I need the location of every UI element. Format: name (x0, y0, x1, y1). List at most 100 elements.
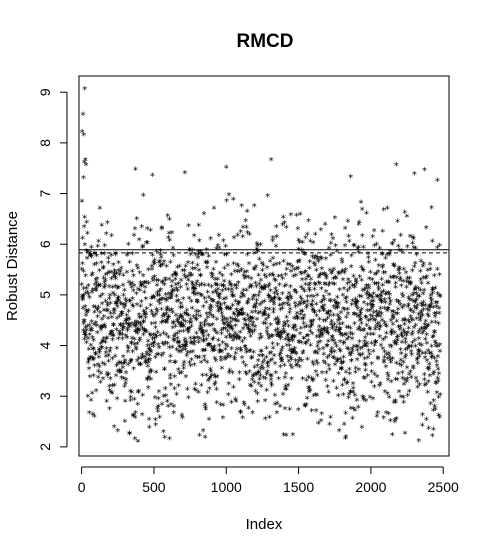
data-point: * (152, 260, 157, 271)
data-point: * (284, 341, 289, 352)
data-point: * (83, 331, 88, 342)
data-point: * (402, 316, 407, 327)
data-point: * (436, 394, 441, 405)
data-point: * (147, 345, 152, 356)
data-point: * (161, 329, 166, 340)
data-point: * (103, 349, 108, 360)
data-point: * (164, 317, 169, 328)
data-point: * (349, 301, 354, 312)
data-point: * (121, 324, 126, 335)
data-point: * (188, 272, 193, 283)
data-point: * (184, 281, 189, 292)
data-point: * (358, 345, 363, 356)
data-point: * (409, 331, 414, 342)
data-point: * (306, 374, 311, 385)
data-point: * (241, 223, 246, 234)
data-point: * (165, 340, 170, 351)
data-point: * (101, 265, 106, 276)
data-point: * (81, 320, 86, 331)
data-point: * (428, 303, 433, 314)
data-point: * (365, 307, 370, 318)
data-point: * (175, 263, 180, 274)
data-point: * (134, 345, 139, 356)
data-point: * (152, 256, 157, 267)
data-point: * (213, 373, 218, 384)
data-point: * (388, 417, 393, 428)
data-point: * (290, 337, 295, 348)
data-point: * (284, 223, 289, 234)
data-point: * (404, 278, 409, 289)
data-point: * (277, 352, 282, 363)
data-point: * (248, 347, 253, 358)
data-point: * (309, 322, 314, 333)
data-point: * (144, 239, 149, 250)
data-point: * (128, 393, 133, 404)
data-point: * (379, 289, 384, 300)
data-point: * (423, 350, 428, 361)
data-point: * (179, 320, 184, 331)
data-point: * (256, 357, 261, 368)
data-point: * (212, 372, 217, 383)
data-point: * (386, 289, 391, 300)
data-point: * (249, 275, 254, 286)
data-point: * (140, 411, 145, 422)
data-point: * (396, 388, 401, 399)
data-point: * (196, 222, 201, 233)
data-point: * (228, 333, 233, 344)
data-point: * (413, 298, 418, 309)
data-point: * (324, 273, 329, 284)
data-point: * (114, 269, 119, 280)
data-point: * (410, 240, 415, 251)
data-point: * (422, 286, 427, 297)
data-point: * (152, 394, 157, 405)
data-point: * (277, 296, 282, 307)
data-point: * (437, 292, 442, 303)
data-point: * (227, 278, 232, 289)
data-point: * (434, 362, 439, 373)
data-point: * (409, 351, 414, 362)
data-point: * (194, 281, 199, 292)
data-point: * (274, 233, 279, 244)
data-point: * (295, 314, 300, 325)
data-point: * (224, 197, 229, 208)
data-point: * (400, 317, 405, 328)
data-point: * (94, 260, 99, 271)
data-point: * (221, 295, 226, 306)
data-point: * (291, 347, 296, 358)
data-point: * (387, 342, 392, 353)
data-point: * (256, 380, 261, 391)
data-point: * (151, 340, 156, 351)
data-point: * (374, 280, 379, 291)
data-point: * (125, 348, 130, 359)
data-point: * (304, 332, 309, 343)
data-point: * (292, 332, 297, 343)
data-point: * (214, 280, 219, 291)
data-point: * (201, 303, 206, 314)
data-point: * (133, 328, 138, 339)
data-point: * (406, 301, 411, 312)
data-point: * (189, 338, 194, 349)
data-point: * (189, 356, 194, 367)
data-point: * (220, 316, 225, 327)
data-point: * (136, 319, 141, 330)
data-point: * (98, 340, 103, 351)
data-point: * (404, 213, 409, 224)
data-point: * (420, 411, 425, 422)
data-point: * (291, 322, 296, 333)
data-point: * (79, 265, 84, 276)
data-point: * (189, 279, 194, 290)
data-point: * (357, 273, 362, 284)
data-point: * (284, 294, 289, 305)
data-point: * (348, 388, 353, 399)
data-point: * (237, 376, 242, 387)
data-point: * (85, 309, 90, 320)
data-point: * (192, 386, 197, 397)
data-point: * (180, 267, 185, 278)
data-point: * (387, 394, 392, 405)
data-point: * (302, 269, 307, 280)
data-point: * (411, 365, 416, 376)
data-point: * (369, 339, 374, 350)
data-point: * (199, 251, 204, 262)
data-point: * (241, 399, 246, 410)
data-point: * (249, 283, 254, 294)
